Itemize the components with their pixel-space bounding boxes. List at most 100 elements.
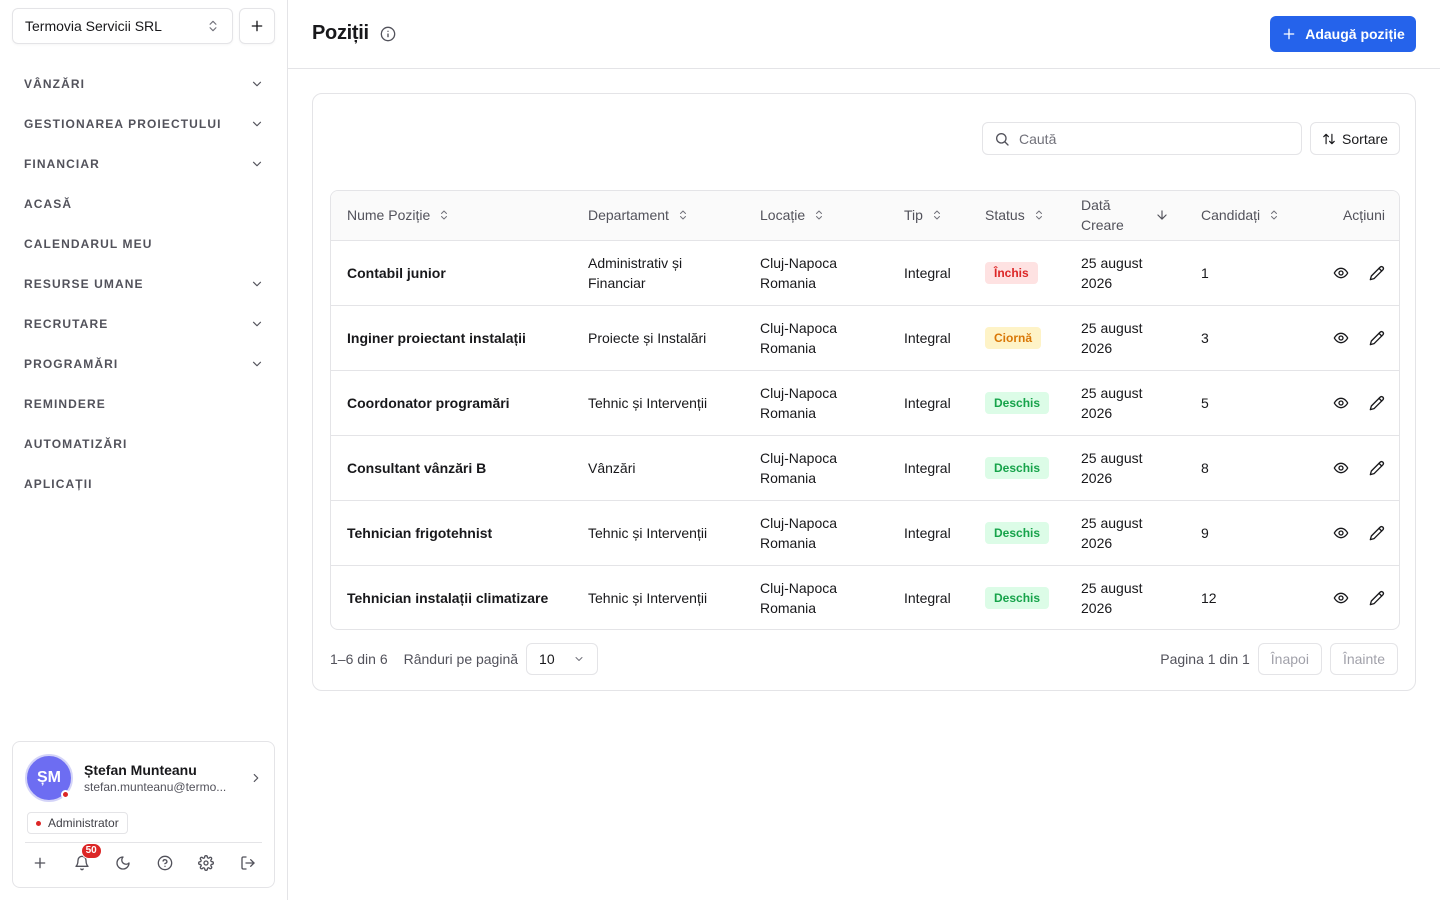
sidebar-item-automatizari[interactable]: AUTOMATIZĂRI — [12, 424, 276, 464]
cell-name: Consultant vânzări B — [331, 435, 572, 501]
divider — [25, 842, 262, 843]
col-header-created[interactable]: Dată Creare — [1065, 191, 1185, 241]
table-row[interactable]: Coordonator programări Tehnic și Interven… — [331, 370, 1399, 436]
settings-button[interactable] — [195, 852, 217, 874]
chevron-up-down-icon — [206, 19, 220, 33]
view-button[interactable] — [1333, 590, 1349, 606]
table-row[interactable]: Consultant vânzări B Vânzări Cluj-Napoca R… — [331, 435, 1399, 501]
add-position-button[interactable]: Adaugă poziție — [1270, 16, 1416, 52]
table-row[interactable]: Tehnician instalații climatizare Tehnic ș… — [331, 565, 1399, 629]
notifications-button[interactable]: 50 — [71, 843, 102, 874]
table-row[interactable]: Inginer proiectant instalații Proiecte și… — [331, 305, 1399, 371]
col-label: Acțiuni — [1342, 207, 1385, 224]
user-name: Ștefan Munteanu — [84, 762, 197, 778]
eye-icon — [1333, 265, 1349, 281]
status-dot — [61, 790, 70, 799]
cell-department: Tehnic și Intervenții — [572, 370, 744, 436]
col-header-name[interactable]: Nume Poziție — [331, 191, 572, 241]
add-org-button[interactable] — [239, 8, 275, 44]
prev-page-button[interactable]: Înapoi — [1257, 642, 1322, 675]
next-page-button[interactable]: Înainte — [1329, 642, 1398, 675]
rows-per-page-select[interactable]: 10 — [526, 642, 599, 675]
sidebar-item-vanzari[interactable]: VÂNZĂRI — [12, 64, 276, 104]
status-badge: Închis — [985, 261, 1038, 284]
table-row[interactable]: Contabil junior Administrativ și Financia… — [331, 240, 1399, 306]
col-header-candidates[interactable]: Candidați — [1185, 191, 1285, 241]
chevron-down-icon — [250, 117, 264, 131]
cell-department: Proiecte și Instalări — [572, 305, 744, 371]
help-button[interactable] — [154, 852, 176, 874]
edit-button[interactable] — [1369, 460, 1385, 476]
col-label: Dată Creare — [1081, 197, 1124, 234]
edit-button[interactable] — [1369, 265, 1385, 281]
edit-button[interactable] — [1369, 330, 1385, 346]
info-icon[interactable] — [380, 26, 396, 42]
plus-icon — [249, 18, 265, 34]
status-badge: Ciornă — [985, 326, 1042, 349]
edit-button[interactable] — [1369, 395, 1385, 411]
user-profile[interactable]: ȘM Ștefan Munteanu stefan.munteanu@termo… — [25, 754, 263, 802]
view-button[interactable] — [1333, 525, 1349, 541]
sidebar-item-gestionarea-proiectului[interactable]: GESTIONAREA PROIECTULUI — [12, 104, 276, 144]
col-header-status[interactable]: Status — [969, 191, 1065, 241]
search-icon — [994, 131, 1010, 147]
sidebar-item-financiar[interactable]: FINANCIAR — [12, 144, 276, 184]
cell-candidates: 3 — [1185, 305, 1285, 371]
search-input[interactable]: Caută — [982, 122, 1302, 155]
sidebar: Termovia Servicii SRL VÂNZĂRI GESTIONAREA… — [0, 0, 288, 900]
cell-type: Integral — [888, 305, 969, 371]
view-button[interactable] — [1333, 265, 1349, 281]
cell-name: Tehnician instalații climatizare — [347, 589, 549, 606]
status-badge: Deschis — [985, 456, 1050, 479]
view-button[interactable] — [1333, 395, 1349, 411]
sidebar-nav: VÂNZĂRI GESTIONAREA PROIECTULUI FINANCIAR A… — [12, 64, 276, 504]
logout-button[interactable] — [237, 852, 259, 874]
bell-icon — [74, 855, 90, 871]
table-row[interactable]: Tehnician frigotehnist Tehnic și Interven… — [331, 500, 1399, 566]
edit-button[interactable] — [1369, 590, 1385, 606]
cell-created: 25 august 2026 — [1065, 305, 1185, 371]
sidebar-item-aplicatii[interactable]: APLICAȚII — [12, 464, 276, 504]
sort-button[interactable]: Sortare — [1310, 122, 1400, 155]
sidebar-item-acasa[interactable]: ACASĂ — [12, 184, 276, 224]
arrow-down-icon — [1155, 208, 1169, 222]
col-header-location[interactable]: Locație — [744, 191, 888, 241]
gear-icon — [198, 855, 215, 871]
view-button[interactable] — [1333, 330, 1349, 346]
view-button[interactable] — [1333, 460, 1349, 476]
cell-candidates: 12 — [1201, 589, 1217, 606]
search-placeholder: Caută — [1019, 130, 1057, 147]
cell-actions — [1285, 370, 1399, 436]
col-label: Status — [985, 207, 1025, 224]
sidebar-item-calendarul-meu[interactable]: CALENDARUL MEU — [12, 224, 276, 264]
col-header-type[interactable]: Tip — [888, 191, 969, 241]
positions-table: Nume Poziție Departament Locație Tip Sta… — [330, 190, 1400, 630]
eye-icon — [1333, 395, 1349, 411]
user-actions: 50 — [29, 843, 259, 874]
sidebar-item-recrutare[interactable]: RECRUTARE — [12, 304, 276, 344]
cell-department: Tehnic și Intervenții — [572, 500, 744, 566]
col-label: Locație — [760, 207, 806, 224]
eye-icon — [1333, 330, 1349, 346]
cell-actions — [1285, 435, 1399, 501]
table-body: Contabil junior Administrativ și Financia… — [331, 240, 1399, 629]
pagination-left: 1–6 din 6 Rânduri pe pagină 10 — [330, 642, 599, 675]
quick-add-button[interactable] — [29, 852, 51, 874]
sidebar-item-label: APLICAȚII — [24, 477, 93, 491]
cell-created: 25 august 2026 — [1081, 579, 1143, 616]
chevron-down-icon — [250, 357, 264, 371]
sidebar-item-resurse-umane[interactable]: RESURSE UMANE — [12, 264, 276, 304]
org-row: Termovia Servicii SRL — [12, 8, 275, 44]
sidebar-item-label: RECRUTARE — [24, 317, 109, 331]
edit-button[interactable] — [1369, 525, 1385, 541]
col-header-department[interactable]: Departament — [572, 191, 744, 241]
theme-toggle-button[interactable] — [112, 852, 134, 874]
org-switcher[interactable]: Termovia Servicii SRL — [12, 8, 233, 44]
sort-icon — [1268, 209, 1280, 221]
sidebar-item-programari[interactable]: PROGRAMĂRI — [12, 344, 276, 384]
sidebar-item-remindere[interactable]: REMINDERE — [12, 384, 276, 424]
plus-icon — [1281, 26, 1297, 42]
eye-icon — [1333, 525, 1349, 541]
add-position-label: Adaugă poziție — [1305, 26, 1405, 42]
pencil-icon — [1369, 395, 1385, 411]
